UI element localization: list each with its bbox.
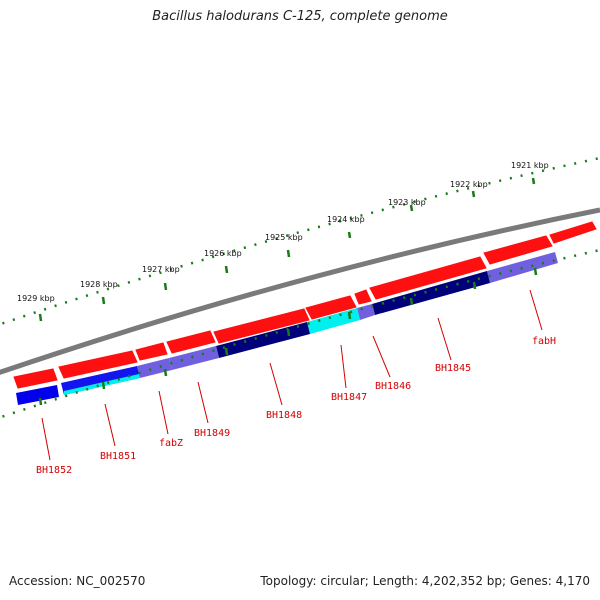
- gene-arrow-BH1851b: [58, 350, 138, 379]
- tick-label-1926: 1926 kbp: [204, 249, 242, 258]
- leader-lines: [41, 289, 543, 461]
- gene-arrow-BH1849: [213, 308, 310, 344]
- cog-BH1845: [372, 271, 490, 315]
- gene-arrow-BH1845: [483, 235, 553, 265]
- cog-BH1851-cyan: [64, 374, 140, 395]
- gene-arrow-BH1847: [354, 289, 372, 305]
- cog-fabH: [487, 252, 558, 283]
- forward-strand-genes: [13, 221, 597, 389]
- cog-band: [16, 252, 558, 405]
- tick-1922: [471, 190, 476, 198]
- tick-1928: [101, 296, 106, 305]
- cog-BH1847: [307, 308, 360, 334]
- gene-label-BH1845: BH1845: [435, 363, 471, 374]
- gene-arrow-BH1846: [369, 256, 487, 300]
- tick-1923: [409, 204, 414, 212]
- outer-scale-arc: [0, 156, 600, 326]
- gene-label-BH1849: BH1849: [194, 428, 230, 439]
- gene-arrow-BH1852: [13, 368, 58, 389]
- gene-label-fabZ: fabZ: [159, 438, 183, 449]
- tick-label-1927: 1927 kbp: [142, 265, 180, 274]
- tick-1927: [163, 282, 168, 291]
- tick-1924: [347, 231, 352, 239]
- tick-label-1923: 1923 kbp: [388, 198, 426, 207]
- genome-summary-text: Topology: circular; Length: 4,202,352 bp…: [260, 574, 590, 588]
- tick-label-1921: 1921 kbp: [511, 161, 549, 170]
- cog-BH1848: [216, 322, 310, 358]
- gene-label-BH1851: BH1851: [100, 451, 136, 462]
- tick-1921: [531, 177, 536, 185]
- tick-label-1922: 1922 kbp: [450, 180, 488, 189]
- inner-scale-arc: [0, 248, 600, 419]
- map-title: Bacillus halodurans C-125, complete geno…: [152, 9, 448, 24]
- cog-BH1852: [16, 385, 59, 405]
- tick-1926: [224, 265, 229, 274]
- gene-label-fabH: fabH: [532, 336, 556, 347]
- tick-label-1929: 1929 kbp: [17, 294, 55, 303]
- gene-arrow-BH1848: [305, 295, 357, 320]
- cog-BH1849: [169, 346, 219, 370]
- gene-label-BH1847: BH1847: [331, 392, 367, 403]
- tick-1929: [38, 313, 43, 322]
- gene-arrow-fabZ: [166, 330, 216, 354]
- cog-fabZ: [137, 358, 172, 378]
- gene-label-BH1846: BH1846: [375, 381, 411, 392]
- tick-label-1928: 1928 kbp: [80, 280, 118, 289]
- inner-ticks: [38, 267, 538, 406]
- tick-label-1925: 1925 kbp: [265, 233, 303, 242]
- gene-arrow-BH1851: [135, 342, 168, 361]
- tick-label-1924: 1924 kbp: [327, 215, 365, 224]
- tick-1925: [286, 249, 291, 258]
- gene-arrow-fabH: [549, 221, 597, 244]
- gene-label-BH1852: BH1852: [36, 465, 72, 476]
- accession-text: Accession: NC_002570: [9, 574, 146, 588]
- outer-ticks: [38, 177, 536, 322]
- genome-backbone: [0, 207, 600, 375]
- gene-label-BH1848: BH1848: [266, 410, 302, 421]
